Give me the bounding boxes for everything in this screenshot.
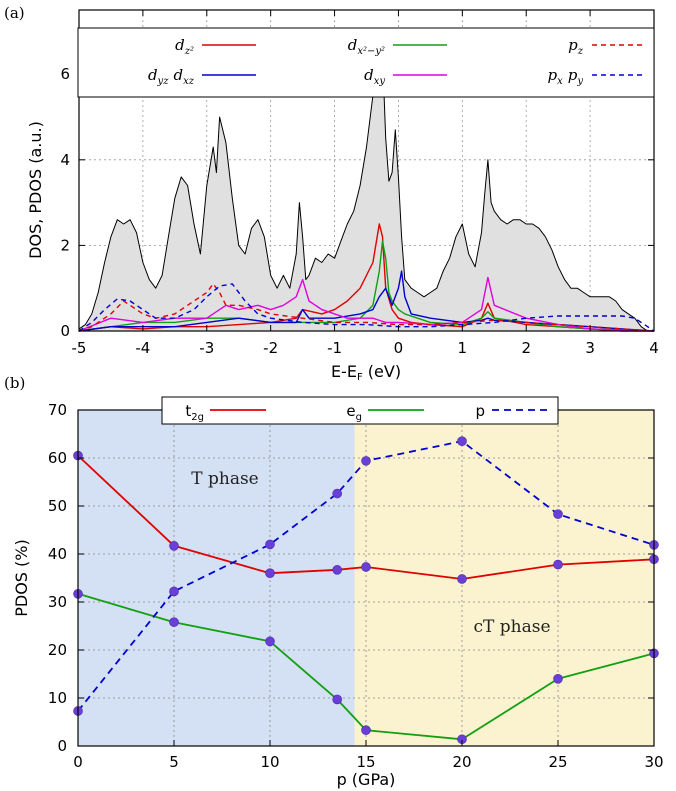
b-xtick-label: 0 [73, 753, 83, 771]
b-series-line [77, 440, 655, 712]
b-xtick-label: 5 [169, 753, 179, 771]
b-data-point [332, 694, 343, 705]
a-series-line [78, 283, 655, 332]
a-series-line [78, 240, 655, 332]
b-ytick-label: 30 [48, 593, 67, 611]
a-series-line [78, 283, 655, 332]
b-legend-label: eg [346, 402, 362, 423]
a-ytick-label: 0 [60, 322, 70, 340]
b-data-point [553, 673, 563, 684]
b-series-line [77, 592, 655, 741]
panel-b-grid [78, 410, 654, 746]
b-data-point [332, 488, 343, 499]
b-data-point [457, 574, 467, 584]
panel-a-ylabel: DOS, PDOS (a.u.) [26, 121, 45, 259]
b-ytick-label: 50 [48, 497, 67, 515]
panel-a-xlabel: E-EF (eV) [331, 362, 401, 383]
b-xtick-label: 15 [356, 753, 375, 771]
a-legend-label: px py [547, 66, 583, 87]
panel-a-frame [78, 9, 655, 332]
b-ytick-label: 10 [48, 689, 67, 707]
b-ytick-label: 70 [48, 401, 67, 419]
b-xtick-label: 25 [548, 753, 567, 771]
a-ytick-label: 2 [60, 236, 70, 254]
b-data-point [553, 559, 563, 570]
phase-region [354, 410, 654, 746]
panel-b-legend: t2g eg p [161, 396, 559, 425]
b-ytick-label: 60 [48, 449, 67, 467]
phase-label: cT phase [473, 617, 550, 637]
a-xtick-label: 0 [394, 339, 404, 357]
a-legend-label: dyz dxz [148, 66, 195, 87]
b-legend-label: p [475, 402, 485, 420]
b-xtick-label: 30 [644, 753, 663, 771]
b-data-point [169, 541, 179, 551]
panel-b: (b) T phase cT phase 0 5 10 15 20 25 30 0 10 20 30 4… [4, 374, 664, 789]
b-data-point [361, 562, 371, 572]
a-ytick-label: 4 [60, 151, 70, 169]
a-xtick-label: 1 [458, 339, 468, 357]
b-xtick-label: 20 [452, 753, 471, 771]
b-series-line [77, 454, 655, 580]
b-legend-label: t2g [185, 402, 204, 423]
b-ytick-label: 20 [48, 641, 67, 659]
b-data-point [361, 456, 371, 466]
b-ytick-label: 40 [48, 545, 67, 563]
panel-b-ylabel: PDOS (%) [12, 539, 31, 617]
b-data-point [361, 725, 371, 735]
b-data-point [332, 565, 343, 575]
panel-b-xlabel: p (GPa) [337, 770, 396, 789]
panel-a-legend-box [77, 27, 655, 98]
a-xtick-label: -3 [199, 339, 214, 357]
b-data-point [265, 568, 275, 579]
phase-region [78, 410, 355, 746]
panel-a: (a) -5 -4 -3 -2 -1 0 1 2 3 4 0 2 4 6 dz² dx²−y² pz dyz dx… [4, 4, 659, 383]
a-legend-label: dz² [175, 36, 194, 57]
panel-a-label: (a) [4, 4, 25, 22]
total-dos-area [79, 35, 654, 331]
panel-a-total-dos-fill [79, 35, 654, 331]
panel-b-regions: T phase cT phase [78, 410, 654, 746]
a-ytick-label: 6 [60, 65, 70, 83]
panel-a-ticks: -5 -4 -3 -2 -1 0 1 2 3 4 0 2 4 6 [60, 10, 659, 357]
a-series-line [78, 276, 655, 332]
panel-a-legend: dz² dx²−y² pz dyz dxz dxy px py [77, 27, 655, 98]
a-xtick-label: 3 [585, 339, 595, 357]
a-legend-label: dx²−y² [348, 36, 385, 57]
a-xtick-label: -2 [263, 339, 278, 357]
phase-label: T phase [191, 469, 259, 489]
b-data-point [169, 586, 179, 597]
b-data-point [265, 636, 275, 647]
panel-b-label: (b) [4, 374, 25, 392]
a-xtick-label: -4 [135, 339, 150, 357]
b-data-point [457, 436, 467, 447]
b-ytick-label: 0 [57, 737, 67, 755]
a-legend-label: pz [568, 36, 584, 57]
b-data-point [265, 539, 275, 550]
a-xtick-label: 4 [649, 339, 659, 357]
a-xtick-label: -5 [72, 339, 87, 357]
a-xtick-label: 2 [521, 339, 531, 357]
a-legend-label: dxy [364, 66, 385, 87]
b-xtick-label: 10 [260, 753, 279, 771]
b-data-point [169, 617, 179, 627]
b-data-point [553, 509, 563, 519]
a-xtick-label: -1 [327, 339, 342, 357]
